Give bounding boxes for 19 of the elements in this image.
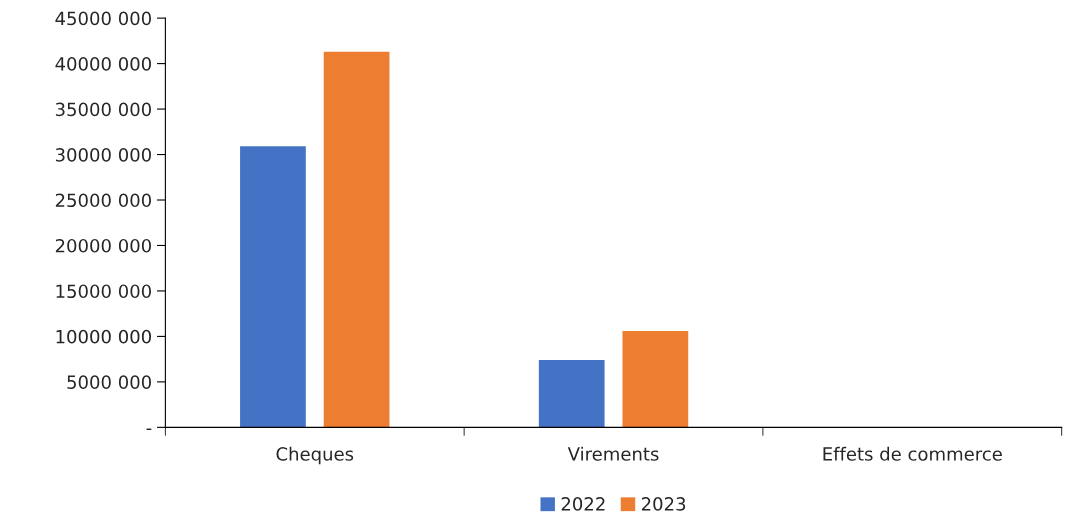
bar [323,51,390,428]
y-tick-label: 5000 000 [67,375,151,389]
x-tick-label: Cheques [276,446,354,465]
bar [240,146,306,428]
bar [538,360,605,428]
y-tick-label: 30000 000 [55,148,151,162]
y-tick-label: 20000 000 [55,238,151,253]
y-tick-label: 15000 000 [56,284,151,299]
y-tick-label: - [146,428,152,430]
y-tick-label: 35000 000 [55,102,151,117]
legend-label: 2023 [641,497,686,511]
x-tick-label: Effets de commerce [823,446,1002,461]
legend-label: 2022 [561,497,605,511]
y-tick-label: 25000 000 [55,193,151,208]
y-tick-label: 45000 000 [55,11,151,26]
y-tick-label: 40000 000 [55,57,151,71]
x-tick-label: Virements [567,446,659,461]
bar [622,330,689,428]
y-tick-label: 10000 000 [56,329,151,344]
